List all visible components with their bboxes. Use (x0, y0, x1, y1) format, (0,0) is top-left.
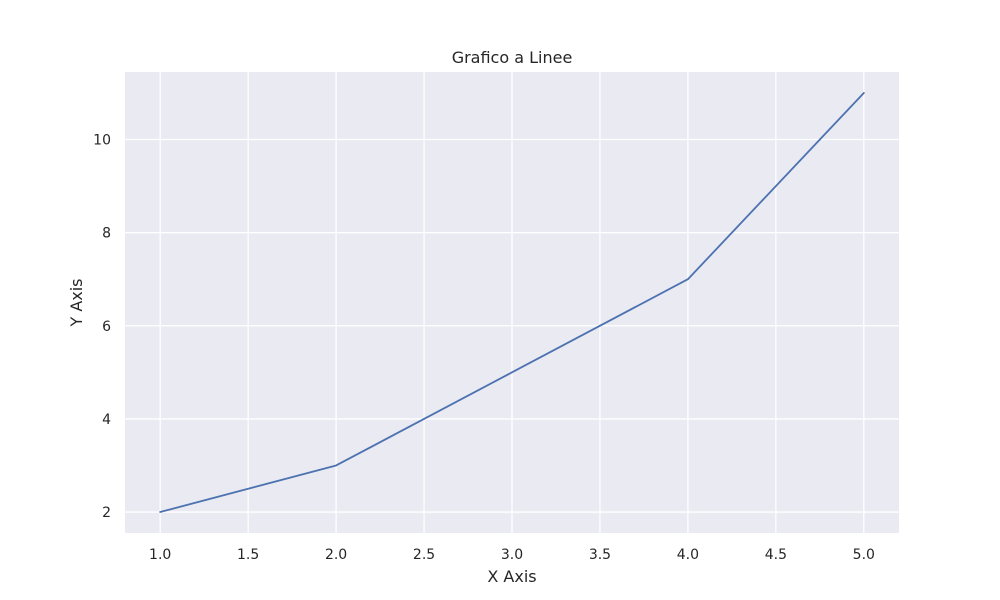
y-tick-label: 10 (93, 133, 111, 149)
y-tick-label: 4 (102, 412, 111, 428)
chart-title: Grafico a Linee (452, 48, 573, 67)
x-tick-label: 1.5 (237, 547, 259, 563)
y-axis-label: Y Axis (67, 278, 86, 327)
x-tick-label: 5.0 (853, 547, 875, 563)
series-layer (159, 92, 865, 513)
y-tick-label: 8 (102, 226, 111, 242)
y-tick-label: 2 (102, 505, 111, 521)
x-tick-label: 2.5 (413, 547, 435, 563)
y-tick-label: 6 (102, 319, 111, 335)
x-tick-label: 3.0 (501, 547, 523, 563)
x-axis-label: X Axis (487, 567, 536, 586)
x-tick-label: 3.5 (589, 547, 611, 563)
series-line (159, 92, 865, 513)
y-gridlines (125, 138, 899, 513)
y-tick-labels: 2 4 6 8 10 (93, 133, 111, 522)
x-gridlines (159, 72, 865, 533)
x-tick-label: 4.0 (677, 547, 699, 563)
x-tick-label: 4.5 (765, 547, 787, 563)
x-tick-label: 1.0 (149, 547, 171, 563)
x-tick-labels: 1.0 1.5 2.0 2.5 3.0 3.5 4.0 4.5 5.0 (149, 547, 875, 563)
x-tick-label: 2.0 (325, 547, 347, 563)
